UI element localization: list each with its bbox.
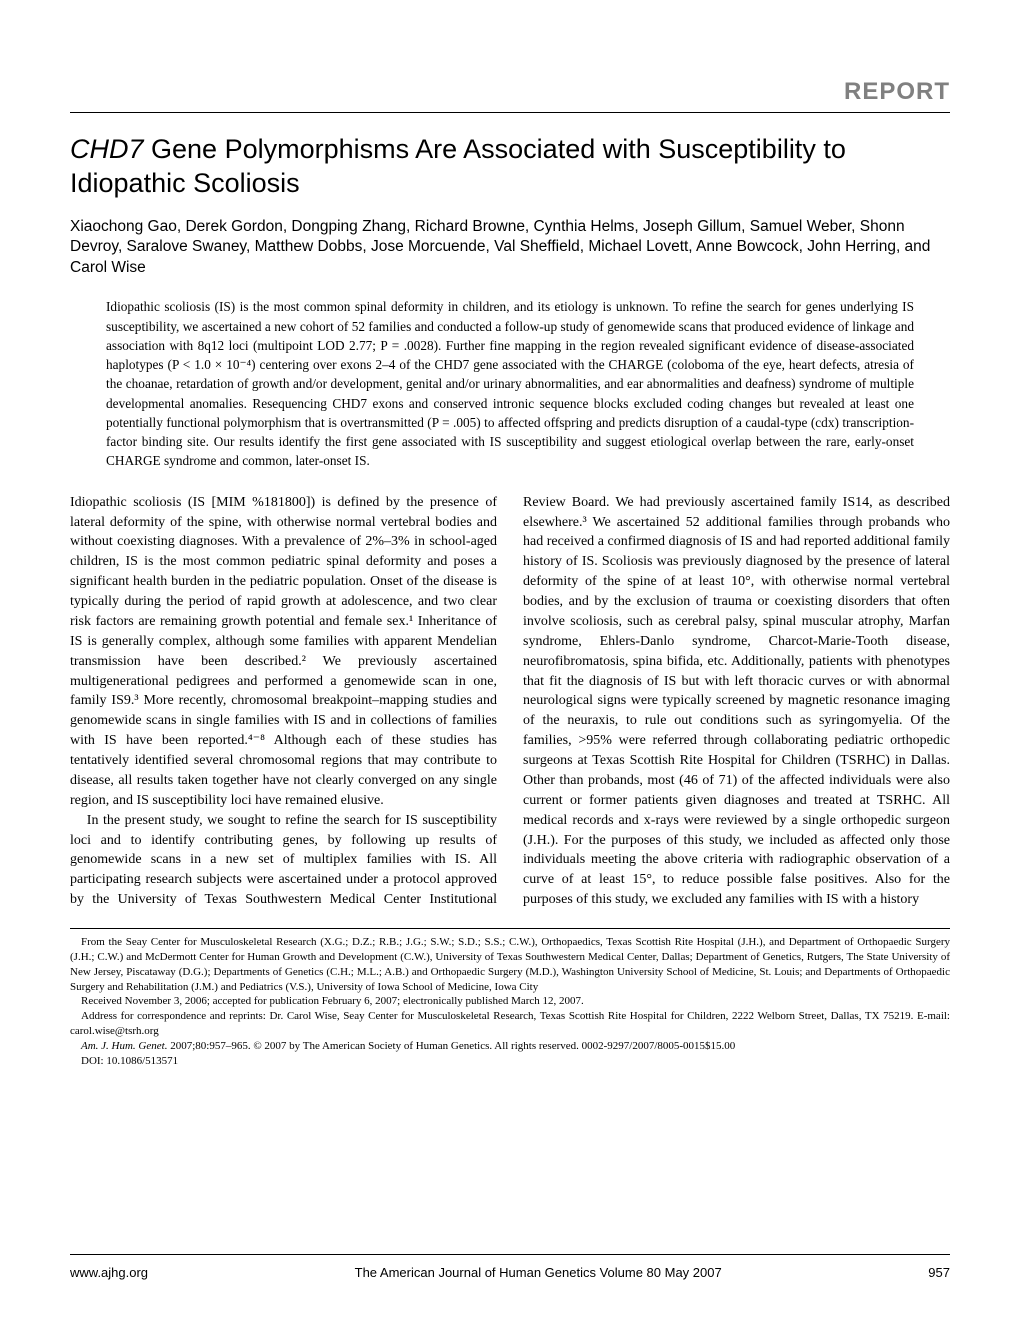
section-label: REPORT	[70, 78, 950, 106]
title-gene: CHD7	[70, 134, 144, 164]
citation: Am. J. Hum. Genet. 2007;80:957–965. © 20…	[70, 1039, 950, 1054]
body-paragraph: Idiopathic scoliosis (IS [MIM %181800]) …	[70, 493, 497, 811]
body-columns: Idiopathic scoliosis (IS [MIM %181800]) …	[70, 493, 950, 910]
footer-journal-info: The American Journal of Human Genetics V…	[355, 1265, 722, 1280]
header-rule	[70, 112, 950, 113]
title-rest: Gene Polymorphisms Are Associated with S…	[70, 134, 846, 198]
doi: DOI: 10.1086/513571	[70, 1054, 950, 1069]
journal-name: Am. J. Hum. Genet.	[81, 1040, 167, 1052]
author-list: Xiaochong Gao, Derek Gordon, Dongping Zh…	[70, 217, 950, 280]
page-number: 957	[928, 1265, 950, 1280]
received-line: Received November 3, 2006; accepted for …	[70, 994, 950, 1009]
footnotes: From the Seay Center for Musculoskeletal…	[70, 928, 950, 1069]
page-footer: www.ajhg.org The American Journal of Hum…	[70, 1254, 950, 1280]
correspondence: Address for correspondence and reprints:…	[70, 1009, 950, 1039]
affiliations: From the Seay Center for Musculoskeletal…	[70, 935, 950, 994]
footer-url: www.ajhg.org	[70, 1265, 148, 1280]
article-title: CHD7 Gene Polymorphisms Are Associated w…	[70, 133, 950, 201]
abstract: Idiopathic scoliosis (IS) is the most co…	[106, 297, 914, 470]
footer-rule	[70, 1254, 950, 1255]
citation-rest: 2007;80:957–965. © 2007 by The American …	[167, 1040, 735, 1052]
